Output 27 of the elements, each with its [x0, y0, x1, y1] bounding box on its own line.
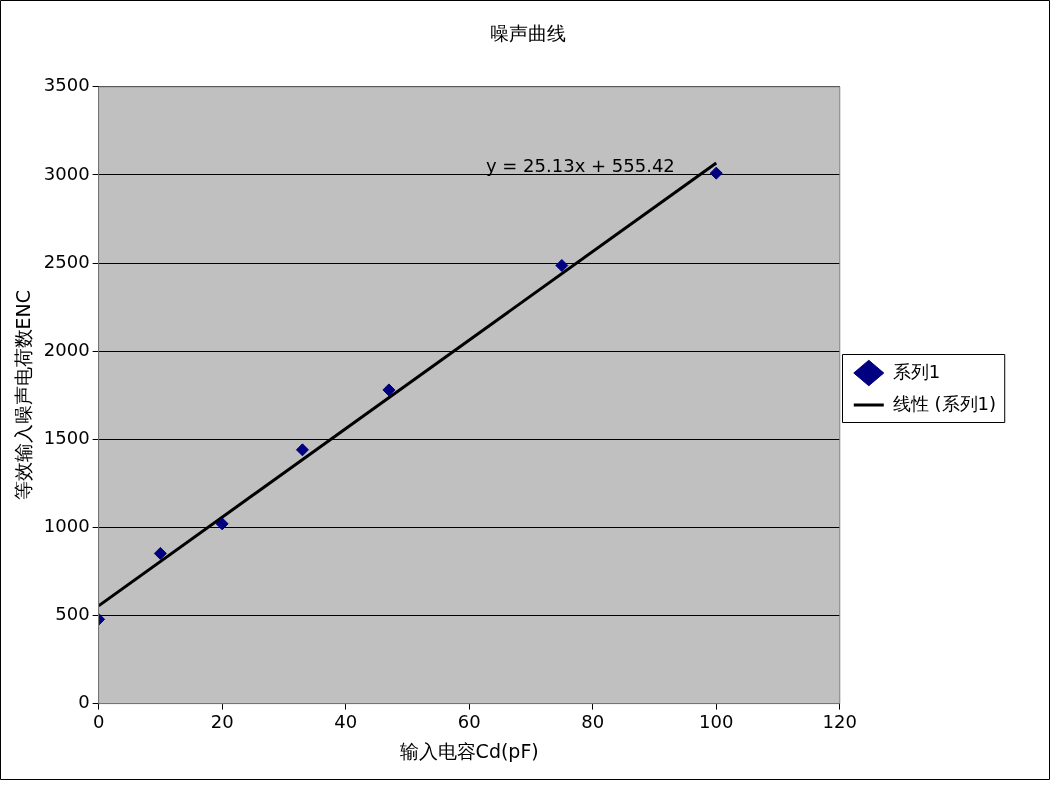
- point: [382, 383, 396, 397]
- point: [295, 443, 309, 457]
- point: [153, 546, 167, 560]
- y-tick-label: 3000: [43, 162, 90, 184]
- point: [709, 166, 723, 180]
- x-tick-label: 40: [334, 711, 358, 733]
- y-tick-label: 2000: [43, 338, 90, 360]
- x-tick-label: 20: [210, 711, 234, 733]
- annotation: y = 25.13x + 555.42: [485, 154, 675, 176]
- legend-label: 线性 (系列1): [892, 392, 996, 414]
- x-tick-label: 60: [457, 711, 481, 733]
- y-tick-label: 0: [78, 691, 90, 713]
- chart-title: 噪声曲线: [490, 22, 566, 45]
- x-tick-label: 80: [581, 711, 605, 733]
- point: [555, 259, 569, 272]
- y-tick-label: 500: [55, 603, 90, 625]
- y-tick-label: 1000: [43, 515, 90, 537]
- legend-label: 系列1: [892, 360, 941, 382]
- x-tick-label: 0: [92, 711, 105, 733]
- x-tick-label: 120: [822, 711, 857, 733]
- y-axis-title: 等效输入噪声电荷数ENC: [12, 289, 35, 501]
- x-tick-label: 100: [699, 711, 734, 733]
- y-tick-label: 3500: [43, 74, 90, 96]
- point: [215, 517, 229, 531]
- y-tick-label: 2500: [43, 250, 90, 272]
- x-axis-title: 输入电容Cd(pF): [399, 739, 539, 762]
- y-tick-label: 1500: [43, 426, 90, 448]
